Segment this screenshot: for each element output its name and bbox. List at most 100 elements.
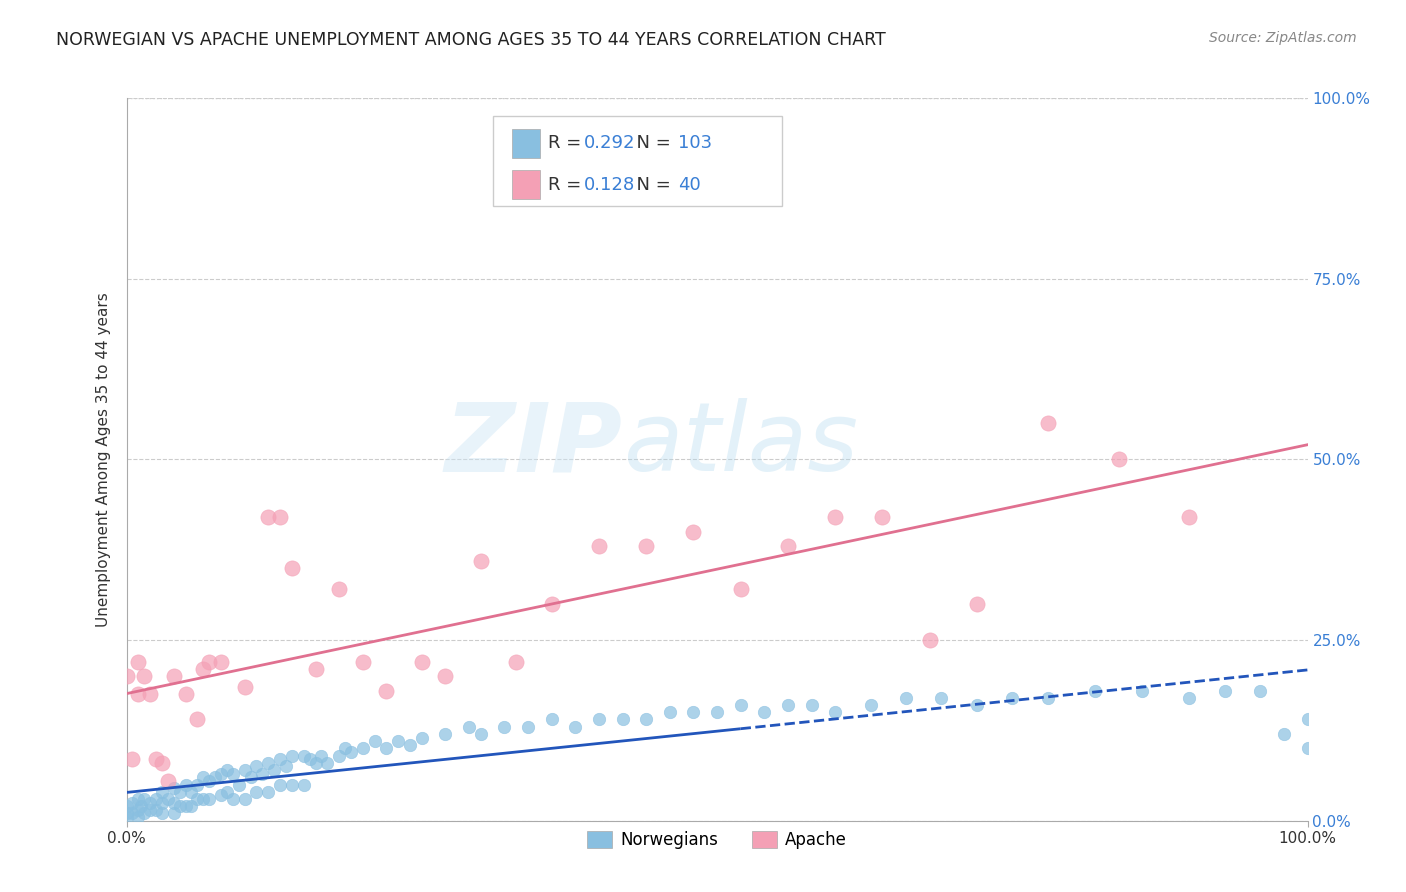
Point (134, 669, 156, 683)
Point (215, 763, 238, 777)
Point (411, 731, 433, 745)
Point (222, 792, 245, 806)
Point (257, 510, 280, 524)
Point (163, 781, 186, 796)
Point (257, 785, 280, 799)
Point (115, 799, 138, 814)
Point (127, 792, 149, 806)
Text: Source: ZipAtlas.com: Source: ZipAtlas.com (1209, 31, 1357, 45)
Y-axis label: Unemployment Among Ages 35 to 44 years: Unemployment Among Ages 35 to 44 years (96, 292, 111, 627)
Point (754, 705, 776, 719)
Point (198, 792, 221, 806)
Point (470, 553, 492, 567)
Point (115, 810, 138, 824)
Point (169, 785, 191, 799)
Point (150, 785, 173, 799)
Point (540, 713, 562, 727)
Point (121, 796, 143, 810)
Text: 0.128: 0.128 (583, 176, 636, 194)
Point (115, 806, 138, 821)
Point (588, 713, 610, 727)
Point (209, 655, 232, 669)
Point (121, 752, 143, 766)
Point (269, 752, 291, 766)
Point (517, 720, 540, 734)
Point (156, 792, 179, 806)
Point (1036, 416, 1059, 431)
Point (186, 713, 208, 727)
Point (470, 727, 492, 741)
Point (1084, 683, 1107, 698)
Point (180, 785, 202, 799)
Point (139, 796, 162, 810)
Point (269, 510, 291, 524)
Point (1036, 690, 1059, 705)
Point (163, 796, 186, 810)
Point (233, 792, 256, 806)
Text: N =: N = (624, 176, 676, 194)
Point (730, 698, 752, 712)
Point (193, 770, 215, 784)
Point (800, 698, 823, 712)
Point (186, 792, 208, 806)
Point (139, 687, 162, 701)
Point (328, 748, 350, 763)
Point (872, 510, 894, 524)
Text: 103: 103 (678, 134, 713, 152)
Point (505, 655, 527, 669)
Point (129, 799, 152, 814)
Point (145, 792, 167, 806)
Point (193, 792, 215, 806)
Point (145, 803, 167, 817)
Text: N =: N = (624, 134, 676, 152)
Point (134, 806, 156, 821)
Point (434, 727, 457, 741)
Point (204, 770, 226, 784)
Point (1249, 683, 1271, 698)
Point (824, 510, 846, 524)
Point (239, 770, 262, 784)
Point (411, 655, 433, 669)
Point (180, 799, 202, 814)
Point (298, 752, 321, 766)
Point (269, 778, 291, 792)
Point (215, 785, 238, 799)
Point (494, 720, 516, 734)
Point (127, 655, 149, 669)
Point (281, 561, 304, 575)
Point (274, 759, 297, 773)
Point (150, 796, 173, 810)
Point (540, 597, 562, 611)
Point (328, 582, 350, 597)
Point (233, 680, 256, 694)
Point (174, 687, 197, 701)
Point (375, 741, 398, 756)
Point (292, 748, 315, 763)
Point (1178, 510, 1201, 524)
Point (387, 734, 409, 748)
Point (894, 690, 917, 705)
Point (1213, 683, 1236, 698)
Point (134, 792, 156, 806)
Point (174, 799, 197, 814)
Point (352, 741, 374, 756)
Legend: Norwegians, Apache: Norwegians, Apache (581, 824, 853, 855)
FancyBboxPatch shape (512, 170, 540, 199)
Point (564, 720, 586, 734)
Point (1296, 741, 1319, 756)
Point (776, 539, 799, 553)
Point (682, 705, 704, 719)
Point (458, 720, 481, 734)
Point (730, 582, 752, 597)
Point (776, 698, 799, 712)
Point (375, 683, 398, 698)
Point (1178, 690, 1201, 705)
Text: NORWEGIAN VS APACHE UNEMPLOYMENT AMONG AGES 35 TO 44 YEARS CORRELATION CHART: NORWEGIAN VS APACHE UNEMPLOYMENT AMONG A… (56, 31, 886, 49)
Point (156, 773, 179, 788)
Text: atlas: atlas (623, 399, 858, 491)
Point (1296, 713, 1319, 727)
Point (193, 662, 215, 676)
Point (127, 810, 149, 824)
Point (824, 705, 846, 719)
FancyBboxPatch shape (492, 116, 782, 207)
